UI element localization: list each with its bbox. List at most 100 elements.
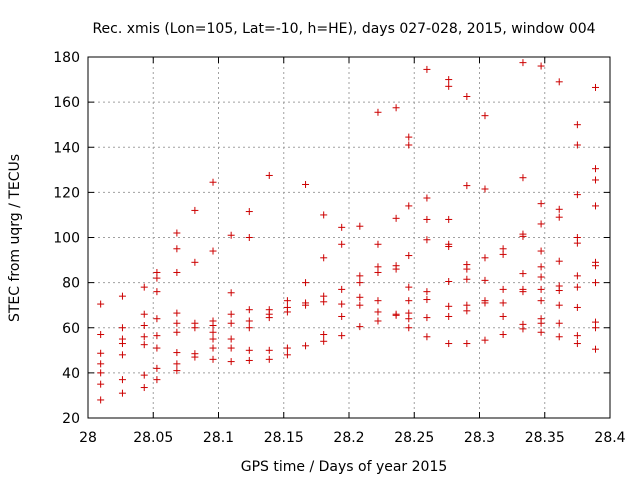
data-point xyxy=(374,108,382,116)
data-point xyxy=(555,301,563,309)
y-tick-label: 120 xyxy=(53,185,80,201)
data-point xyxy=(191,206,199,214)
data-point xyxy=(445,302,453,310)
data-point xyxy=(320,337,328,345)
data-point xyxy=(265,314,273,322)
data-point xyxy=(153,274,161,282)
data-point xyxy=(592,202,600,210)
data-point xyxy=(97,331,105,339)
data-point xyxy=(265,171,273,179)
x-tick-label: 28.35 xyxy=(525,430,565,446)
data-point xyxy=(537,297,545,305)
data-point xyxy=(227,289,235,297)
data-point xyxy=(592,83,600,91)
data-point xyxy=(537,220,545,228)
data-point xyxy=(153,364,161,372)
data-point xyxy=(209,247,217,255)
data-point xyxy=(173,367,181,375)
data-point xyxy=(153,344,161,352)
data-point xyxy=(356,301,364,309)
data-point xyxy=(209,321,217,329)
data-point xyxy=(405,283,413,291)
data-point xyxy=(463,182,471,190)
data-point xyxy=(392,104,400,112)
data-point xyxy=(481,254,489,262)
data-point xyxy=(140,333,148,341)
data-point xyxy=(519,270,527,278)
data-point xyxy=(573,283,581,291)
data-point xyxy=(338,240,346,248)
data-point xyxy=(227,319,235,327)
data-point xyxy=(481,185,489,193)
data-point xyxy=(245,324,253,332)
data-point xyxy=(209,328,217,336)
data-point xyxy=(283,297,291,305)
data-point xyxy=(374,317,382,325)
data-point xyxy=(374,268,382,276)
data-point xyxy=(537,285,545,293)
data-point xyxy=(338,312,346,320)
data-point xyxy=(537,62,545,70)
data-point xyxy=(423,314,431,322)
data-point xyxy=(209,335,217,343)
data-point xyxy=(118,292,126,300)
y-tick-label: 180 xyxy=(53,50,80,66)
data-point xyxy=(445,312,453,320)
data-point xyxy=(245,356,253,364)
data-point xyxy=(519,232,527,240)
data-point xyxy=(227,231,235,239)
data-point xyxy=(555,333,563,341)
data-point xyxy=(573,303,581,311)
x-axis-label: GPS time / Days of year 2015 xyxy=(241,459,448,475)
data-point xyxy=(537,200,545,208)
data-point xyxy=(97,380,105,388)
data-point xyxy=(140,341,148,349)
data-point xyxy=(97,349,105,357)
data-point xyxy=(423,194,431,202)
data-point xyxy=(173,349,181,357)
data-point xyxy=(97,360,105,368)
data-point xyxy=(573,141,581,149)
data-point xyxy=(537,328,545,336)
data-point xyxy=(209,355,217,363)
data-point xyxy=(191,353,199,361)
data-point xyxy=(445,243,453,251)
data-point xyxy=(445,277,453,285)
data-point xyxy=(592,165,600,173)
data-point xyxy=(519,288,527,296)
data-point xyxy=(320,331,328,339)
data-point xyxy=(445,215,453,223)
data-point xyxy=(537,273,545,281)
x-tick-label: 28.2 xyxy=(333,430,364,446)
data-point xyxy=(463,275,471,283)
data-point xyxy=(555,78,563,86)
data-point xyxy=(392,311,400,319)
ticks: 28 28.05 28.1 28.15 28.2 28.25 28.3 28.35 28.4 20… xyxy=(53,50,625,446)
data-point xyxy=(140,283,148,291)
data-point xyxy=(463,92,471,100)
data-point xyxy=(423,65,431,73)
data-point xyxy=(173,245,181,253)
data-point xyxy=(481,336,489,344)
grid xyxy=(88,57,610,418)
data-point xyxy=(405,324,413,332)
data-point xyxy=(374,308,382,316)
data-point xyxy=(118,389,126,397)
data-point xyxy=(519,59,527,67)
data-point xyxy=(140,310,148,318)
data-point xyxy=(374,297,382,305)
data-point xyxy=(302,180,310,188)
y-tick-label: 40 xyxy=(62,366,80,382)
data-point xyxy=(173,309,181,317)
data-point xyxy=(118,376,126,384)
y-tick-label: 20 xyxy=(62,411,80,427)
x-tick-label: 28.3 xyxy=(464,430,495,446)
data-point xyxy=(97,300,105,308)
data-point xyxy=(374,240,382,248)
data-point xyxy=(283,344,291,352)
data-point xyxy=(191,324,199,332)
data-point xyxy=(245,346,253,354)
data-point xyxy=(445,76,453,84)
data-point xyxy=(573,239,581,247)
data-point xyxy=(405,252,413,260)
